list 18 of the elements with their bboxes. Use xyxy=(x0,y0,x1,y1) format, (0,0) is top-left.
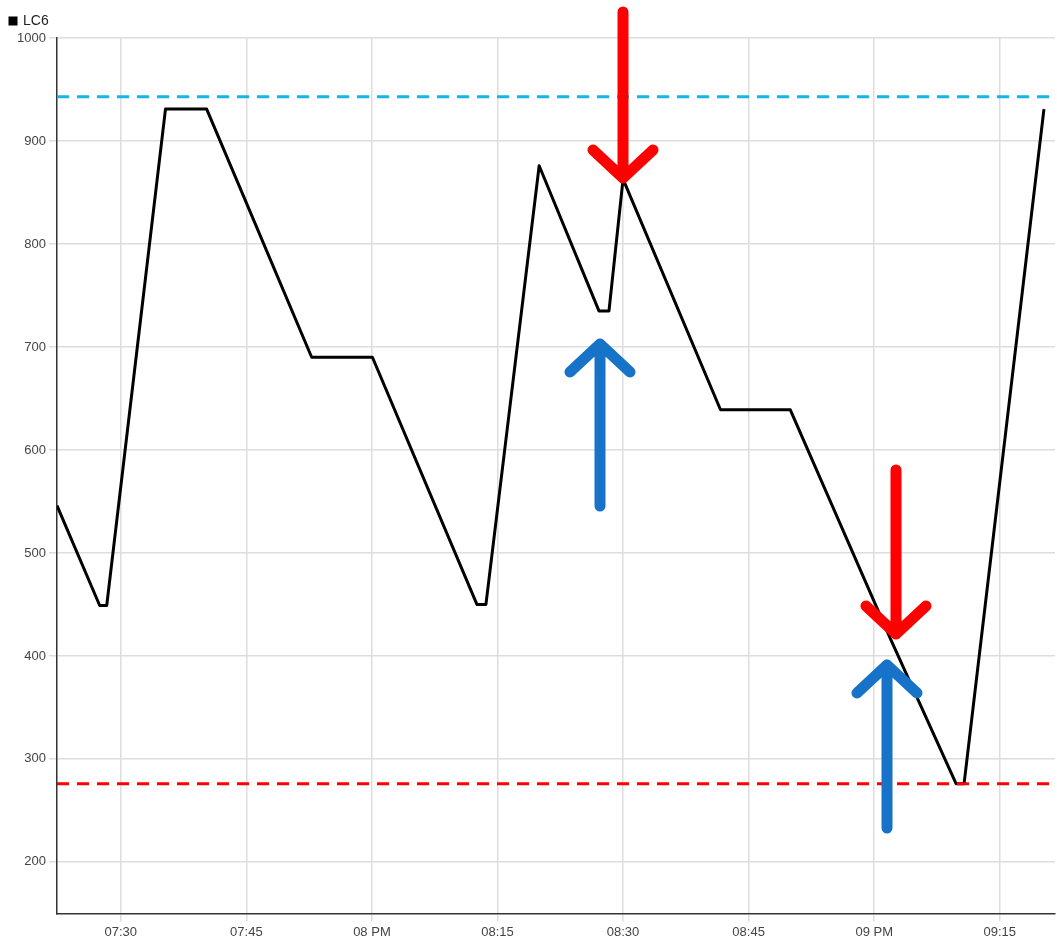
y-tick-label: 500 xyxy=(24,544,46,560)
y-tick-label: 300 xyxy=(24,750,46,766)
y-tick-label: 700 xyxy=(24,338,46,354)
y-tick-label: 900 xyxy=(24,132,46,148)
y-tick-label: 800 xyxy=(24,235,46,251)
y-tick-label: 200 xyxy=(24,853,46,869)
x-tick-label: 08:45 xyxy=(732,923,765,939)
y-tick-label: 1000 xyxy=(17,29,46,45)
x-tick-label: 08:30 xyxy=(606,923,640,939)
x-tick-label: 07:45 xyxy=(230,923,263,939)
x-tick-label: 08 PM xyxy=(353,923,391,939)
y-tick-label: 600 xyxy=(24,441,46,457)
x-tick-label: 09:15 xyxy=(983,923,1017,939)
x-tick-label: 09 PM xyxy=(855,923,893,939)
x-tick-label: 08:15 xyxy=(481,923,514,939)
x-tick-label: 07:30 xyxy=(104,923,138,939)
legend-label: LC6 xyxy=(23,11,49,28)
y-tick-label: 400 xyxy=(24,647,46,663)
